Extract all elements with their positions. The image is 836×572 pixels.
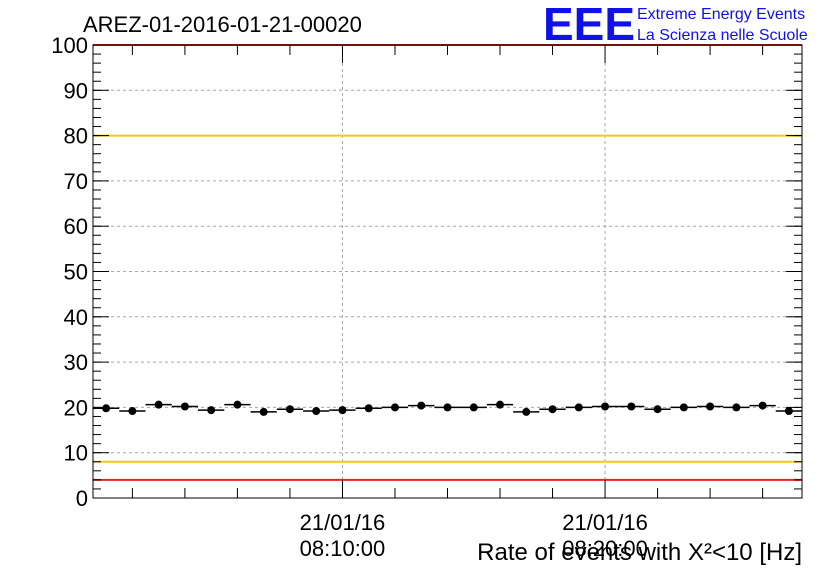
data-point (469, 403, 478, 412)
data-point (443, 403, 452, 412)
data-point (259, 407, 268, 416)
logo-line-2: La Scienza nelle Scuole (637, 27, 808, 44)
data-point (338, 406, 347, 415)
data-point (180, 402, 189, 411)
y-tick-labels: 0 10 20 30 40 50 60 70 80 90 100 (51, 33, 88, 511)
data-point (233, 400, 242, 409)
y-tick-label: 0 (76, 486, 88, 511)
y-tick-label: 30 (64, 350, 88, 375)
data-point (207, 406, 216, 415)
data-point (364, 404, 373, 413)
chart-title: AREZ-01-2016-01-21-00020 (83, 12, 362, 37)
y-tick-label: 80 (64, 124, 88, 149)
data-point (390, 403, 399, 412)
data-point (574, 403, 583, 412)
data-points (93, 400, 802, 416)
axis-ticks (93, 44, 802, 499)
logo-mark: EEE (543, 0, 635, 50)
data-point (653, 405, 662, 414)
logo-line-1: Extreme Energy Events (637, 6, 805, 23)
data-point (285, 405, 294, 414)
data-point (312, 407, 321, 416)
data-point (732, 403, 741, 412)
x-tick-date: 21/01/16 (300, 510, 386, 535)
data-point (522, 407, 531, 416)
y-tick-label: 50 (64, 260, 88, 285)
data-point (758, 401, 767, 410)
data-point (128, 407, 137, 416)
y-tick-label: 40 (64, 305, 88, 330)
x-tick-date: 21/01/16 (562, 510, 648, 535)
x-tick-time: 08:10:00 (300, 536, 386, 561)
y-tick-label: 60 (64, 214, 88, 239)
y-tick-label: 100 (51, 33, 88, 58)
x-axis-label: Rate of events with Χ²<10 [Hz] (477, 539, 802, 566)
data-point (627, 402, 636, 411)
x-tick-time: 08:20:00 (562, 536, 648, 561)
data-point (417, 401, 426, 410)
data-point (102, 404, 111, 413)
y-tick-label: 20 (64, 395, 88, 420)
eee-logo: EEE Extreme Energy Events La Scienza nel… (543, 0, 808, 50)
y-tick-label: 90 (64, 78, 88, 103)
data-point (154, 400, 163, 409)
plot-frame (92, 44, 803, 499)
data-point (548, 405, 557, 414)
data-point (496, 400, 505, 409)
data-point (706, 402, 715, 411)
data-point (784, 407, 793, 416)
data-point (601, 402, 610, 411)
y-tick-label: 10 (64, 441, 88, 466)
y-tick-label: 70 (64, 169, 88, 194)
data-point (679, 403, 688, 412)
